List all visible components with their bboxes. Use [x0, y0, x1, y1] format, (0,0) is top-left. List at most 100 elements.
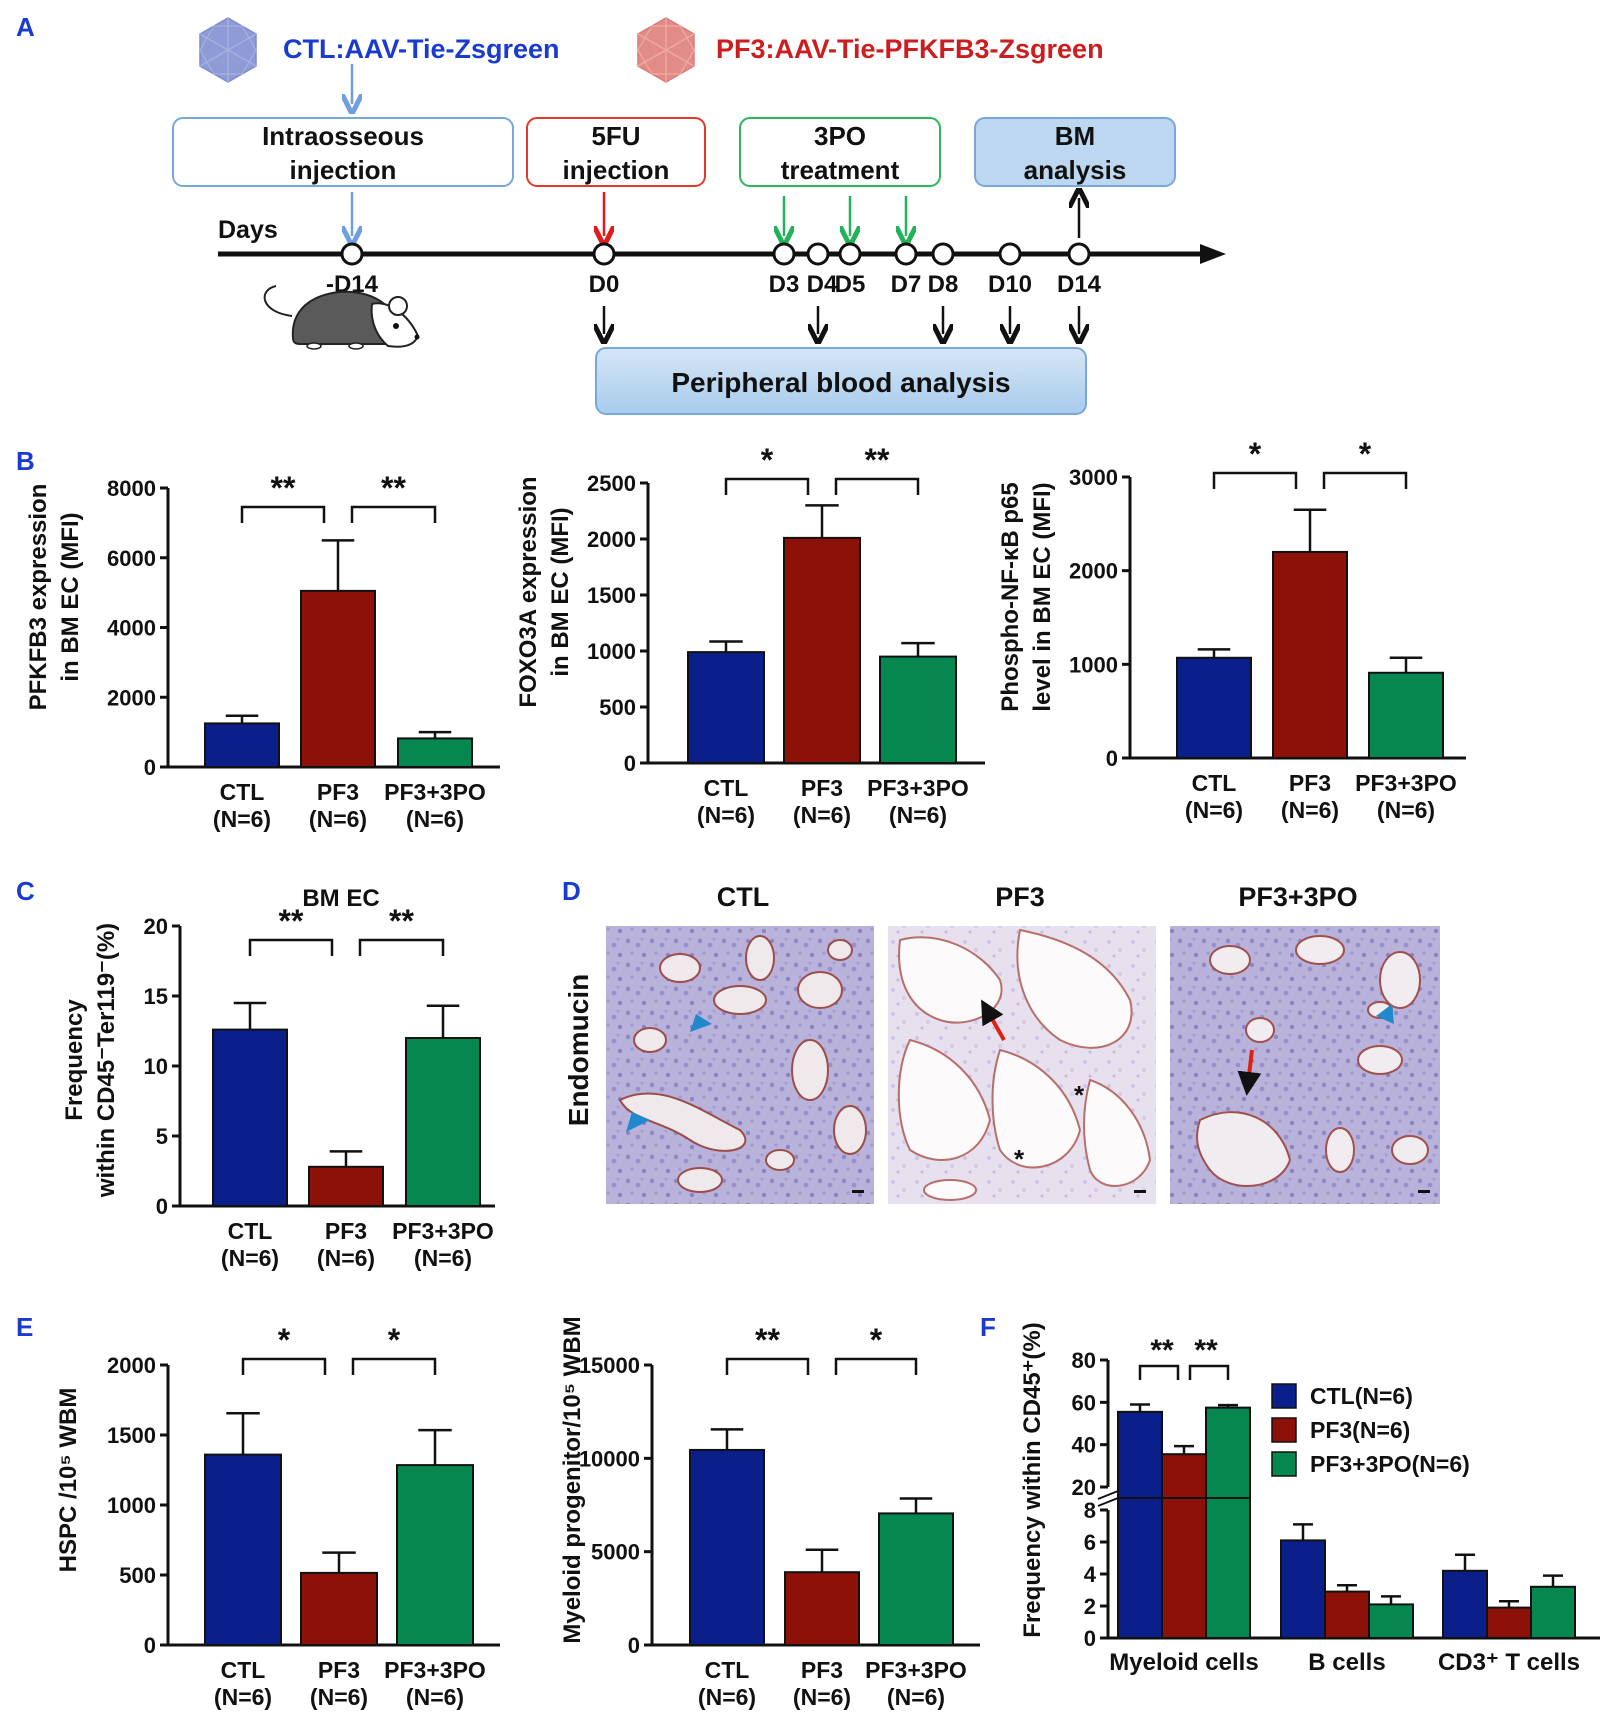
- b2-n-label: (N=6): [697, 802, 755, 828]
- b2-tick-label: 2000: [587, 527, 636, 552]
- f-bar-lower: [1205, 1497, 1251, 1639]
- day-label: D8: [928, 271, 959, 298]
- c-tick-label: 15: [144, 984, 168, 1009]
- b2-category-label: PF3: [801, 775, 843, 801]
- peripheral-blood-box: [595, 347, 1087, 415]
- b2-bracket: [724, 477, 810, 495]
- b1-significance: **: [381, 470, 406, 506]
- b2-significance: **: [865, 442, 890, 478]
- f-tick-label: 8: [1084, 1498, 1096, 1523]
- e1-tick-label: 2000: [107, 1353, 156, 1378]
- b1-category-label: CTL: [220, 779, 265, 805]
- panel-d: Endomucin CTL PF3 PF3+3PO: [563, 882, 1440, 1204]
- e2-significance: *: [870, 1322, 883, 1358]
- e1-bar-2: [396, 1464, 474, 1646]
- b3-n-label: (N=6): [1185, 797, 1243, 823]
- box-bm-line1: BM: [1055, 121, 1095, 151]
- b3-tick-label: 0: [1106, 746, 1118, 771]
- f-bar: [1280, 1539, 1326, 1640]
- day-label: D4: [807, 271, 838, 298]
- e1-n-label: (N=6): [406, 1684, 464, 1710]
- b1-tick-label: 8000: [107, 476, 156, 501]
- b3-significance: *: [1359, 436, 1372, 472]
- f-category-label: CD3⁺ T cells: [1438, 1649, 1580, 1676]
- f-bar: [1368, 1603, 1414, 1640]
- e1-bracket: [241, 1357, 327, 1375]
- ctl-vector-label: CTL:AAV-Tie-Zsgreen: [283, 34, 560, 64]
- day-marker: [592, 242, 616, 266]
- b3-n-label: (N=6): [1377, 797, 1435, 823]
- e2-n-label: (N=6): [887, 1684, 945, 1710]
- f-category-label: Myeloid cells: [1109, 1649, 1258, 1676]
- e2-bracket: [725, 1357, 810, 1375]
- day-marker: [772, 242, 796, 266]
- b2-tick-label: 0: [624, 751, 636, 776]
- f-tick-label: 60: [1072, 1390, 1096, 1415]
- b2-ylabel-2: in BM EC (MFI): [547, 507, 574, 676]
- f-bracket: [1188, 1364, 1230, 1380]
- pf3-marker-arrow: [981, 999, 1006, 1041]
- b1-tick-label: 0: [144, 755, 156, 780]
- b3-bracket: [1322, 471, 1408, 489]
- b3-ylabel-2: level in BM EC (MFI): [1029, 482, 1056, 711]
- c-n-label: (N=6): [414, 1245, 472, 1271]
- c-bar-0: [212, 1028, 288, 1207]
- day-label: D10: [988, 271, 1032, 298]
- box-intraosseous-line2: injection: [290, 155, 397, 185]
- d-title-ctl: CTL: [717, 882, 769, 912]
- pf3-asterisk-2: *: [1014, 1144, 1025, 1174]
- e2-tick-label: 10000: [579, 1446, 640, 1471]
- b1-n-label: (N=6): [406, 806, 464, 832]
- c-bracket: [358, 938, 445, 956]
- pf3-asterisk-1: *: [1074, 1080, 1085, 1110]
- e2-ylabel: Myeloid progenitor/10⁵ WBM: [559, 1316, 586, 1643]
- b1-significance: **: [271, 470, 296, 506]
- f-bar-upper: [1205, 1406, 1251, 1500]
- ctl-marker-1: [690, 1014, 712, 1032]
- b2-bar-0: [687, 651, 765, 764]
- b1-n-label: (N=6): [309, 806, 367, 832]
- b3-category-label: PF3: [1289, 770, 1331, 796]
- b3-tick-label: 3000: [1069, 465, 1118, 490]
- f-tick-label: 80: [1072, 1348, 1096, 1373]
- b2-tick-label: 1000: [587, 639, 636, 664]
- e2-category-label: CTL: [705, 1657, 750, 1683]
- day-marker: [806, 242, 830, 266]
- b2-tick-label: 1500: [587, 583, 636, 608]
- f-tick-label: 40: [1072, 1433, 1096, 1458]
- box-3po-line1: 3PO: [814, 121, 866, 151]
- e1-ylabel: HSPC /10⁵ WBM: [55, 1388, 82, 1573]
- b1-category-label: PF3: [317, 779, 359, 805]
- 3po-marker-arrow: [1237, 1049, 1262, 1096]
- f-bar-lower: [1117, 1497, 1163, 1639]
- f-bar: [1530, 1585, 1576, 1640]
- day-label: D3: [769, 271, 800, 298]
- e1-bracket: [351, 1357, 437, 1375]
- b1-bracket: [350, 505, 437, 523]
- e1-n-label: (N=6): [214, 1684, 272, 1710]
- e2-significance: **: [755, 1322, 780, 1358]
- e2-bar-0: [689, 1448, 765, 1647]
- b2-category-label: PF3+3PO: [867, 775, 969, 801]
- b1-bar-2: [397, 737, 473, 769]
- b1-ylabel-1: PFKFB3 expression: [25, 484, 52, 711]
- f-axis-break: [1097, 1497, 1119, 1507]
- ctl-marker-2: [626, 1112, 650, 1132]
- day-label: D14: [1057, 271, 1102, 298]
- e2-bar-2: [878, 1512, 954, 1647]
- f-bar: [1486, 1606, 1532, 1639]
- c-ylabel-2: within CD45⁻Ter119⁻(%): [93, 923, 120, 1198]
- c-significance: **: [389, 903, 414, 939]
- box-5fu: [526, 117, 706, 187]
- f-bar: [1442, 1569, 1488, 1640]
- c-bar-2: [405, 1037, 481, 1207]
- d-title-pf3: PF3: [995, 882, 1045, 912]
- f-bar-upper: [1161, 1453, 1207, 1500]
- b1-tick-label: 2000: [107, 685, 156, 710]
- f-bracket: [1138, 1364, 1180, 1380]
- e1-bar-1: [300, 1571, 378, 1647]
- f-tick-label: 20: [1072, 1475, 1096, 1500]
- f-tick-label: 4: [1084, 1562, 1097, 1587]
- b1-bar-1: [300, 589, 376, 768]
